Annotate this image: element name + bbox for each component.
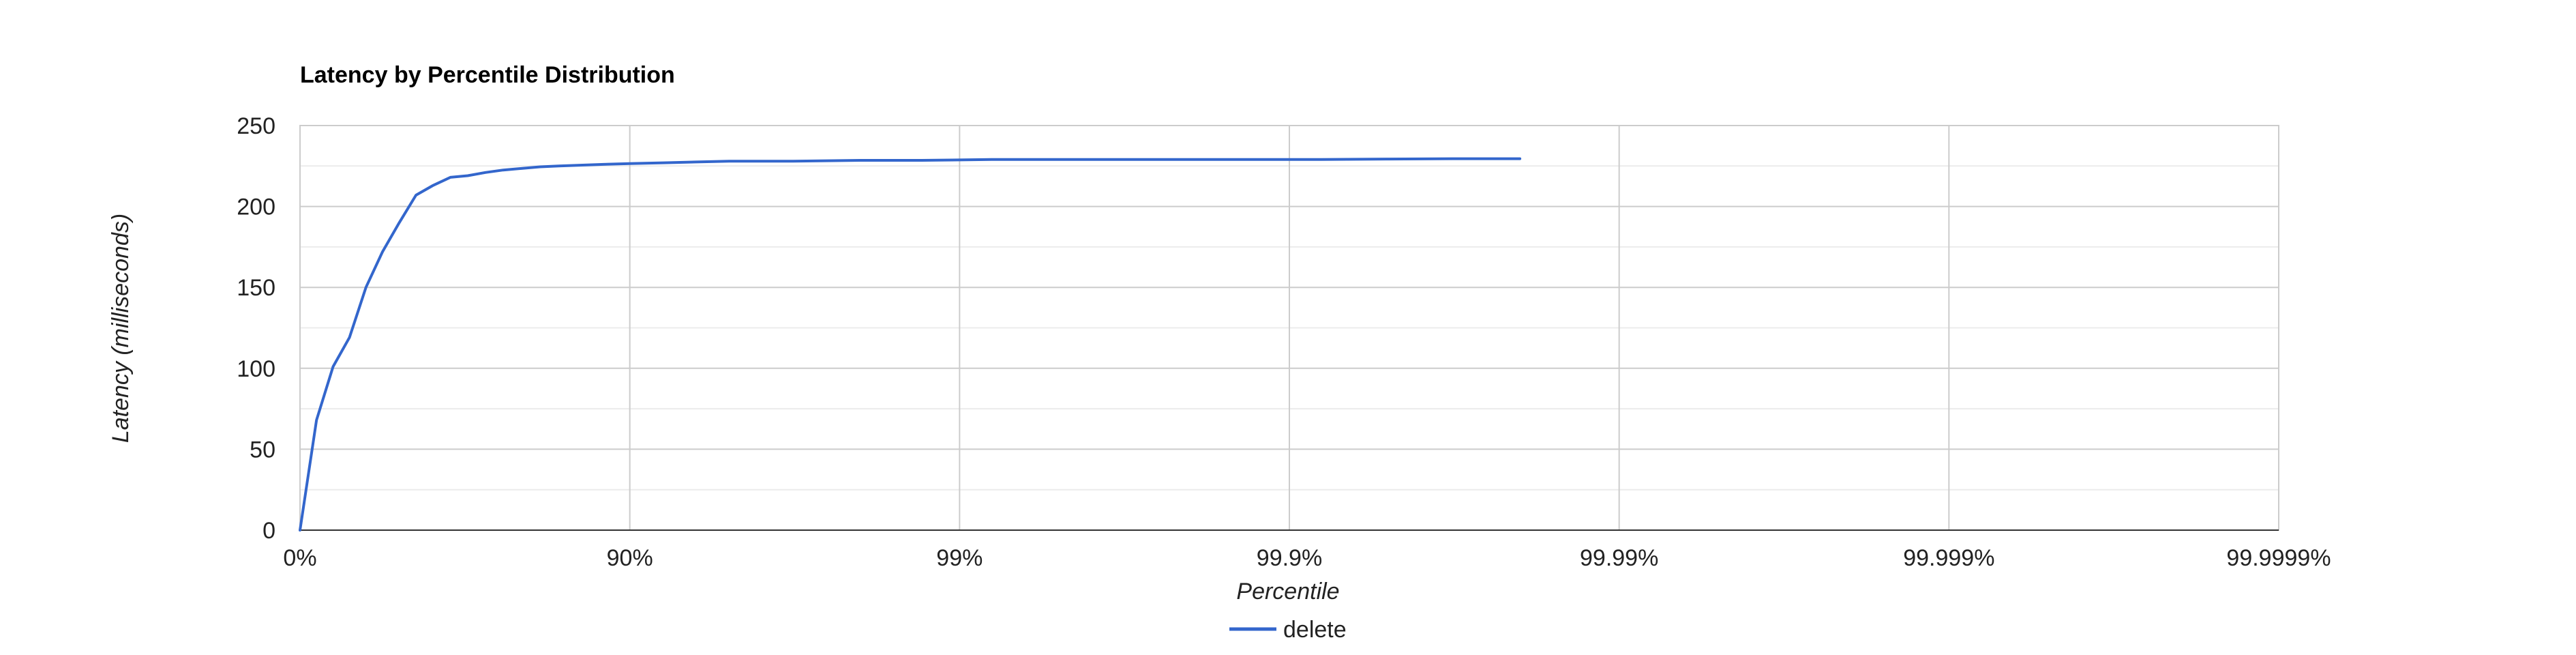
x-tick-label: 99.99% [1580,545,1658,571]
x-axis-tick-labels: 0% 90% 99% 99.9% 99.99% 99.999% 99.9999% [283,545,2331,571]
y-tick-label: 50 [250,437,275,463]
y-tick-label: 200 [237,194,275,220]
x-axis-title: Percentile [1236,579,1339,605]
legend: delete [1229,617,1347,643]
y-tick-label: 100 [237,356,275,382]
y-axis-tick-labels: 0 50 100 150 200 250 [237,113,275,544]
y-tick-label: 150 [237,275,275,301]
major-gridlines [300,126,2279,530]
x-tick-label: 99% [936,545,983,571]
x-tick-label: 99.999% [1903,545,1994,571]
y-tick-label: 250 [237,113,275,139]
series-line-delete [299,157,1522,532]
series-layer [299,157,1522,532]
x-tick-label: 90% [607,545,653,571]
x-tick-label: 0% [283,545,316,571]
y-tick-label: 0 [263,518,275,544]
x-tick-label: 99.9% [1257,545,1322,571]
chart-title: Latency by Percentile Distribution [300,62,675,88]
legend-label-delete: delete [1283,617,1347,643]
y-axis-title: Latency (milliseconds) [108,214,134,443]
x-tick-label: 99.9999% [2226,545,2331,571]
